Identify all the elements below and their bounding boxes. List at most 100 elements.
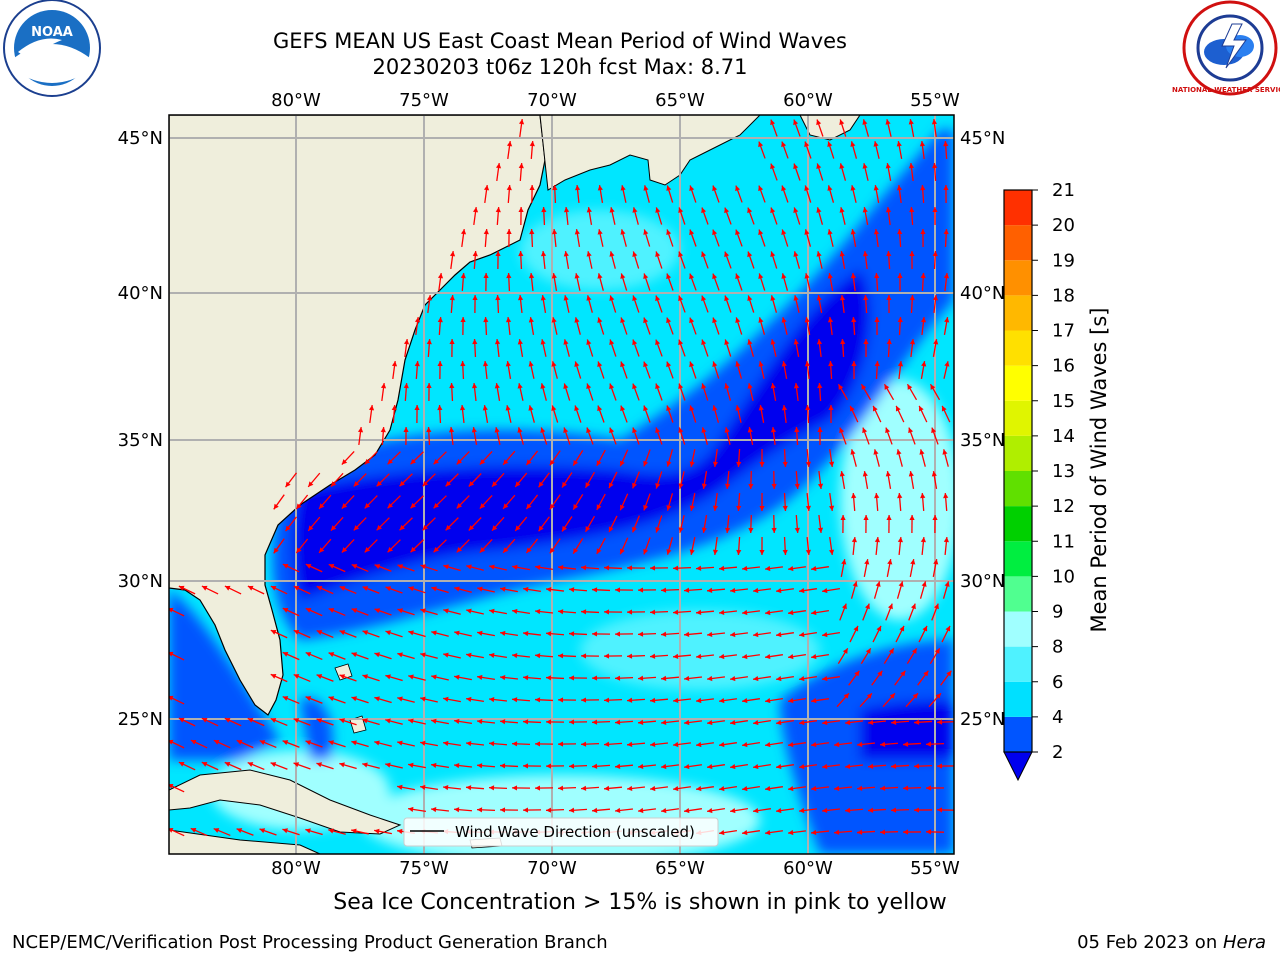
wave-arrow	[517, 427, 524, 445]
wave-arrow	[735, 185, 743, 203]
wave-arrow	[538, 472, 550, 488]
wave-arrow	[525, 494, 539, 510]
wave-arrow	[849, 625, 859, 643]
wave-arrow	[341, 494, 355, 510]
wave-arrow	[374, 608, 392, 616]
wave-arrow	[563, 251, 570, 269]
wave-arrow	[247, 585, 265, 595]
wave-arrow	[514, 472, 528, 488]
wave-arrow	[522, 675, 542, 681]
wave-arrow	[614, 763, 634, 769]
wave-arrow	[863, 559, 870, 577]
wave-arrow	[518, 250, 524, 270]
wave-arrow	[270, 717, 288, 727]
wave-arrow	[909, 514, 915, 534]
wave-arrow	[586, 295, 593, 313]
wave-arrow	[872, 405, 882, 423]
wave-arrow	[608, 515, 618, 533]
wave-arrow	[397, 740, 415, 747]
wave-arrow	[805, 404, 811, 424]
lat-label-right: 40°N	[960, 283, 1005, 304]
wave-arrow	[794, 470, 800, 490]
wave-arrow	[735, 317, 743, 335]
wave-arrow	[863, 294, 869, 314]
wave-arrow	[840, 514, 846, 534]
wave-arrow	[351, 608, 369, 616]
wave-arrow	[551, 317, 558, 335]
wave-arrow	[799, 632, 817, 638]
wave-arrow	[735, 273, 743, 291]
lat-label-left: 25°N	[118, 709, 163, 730]
colorbar-tick-label: 19	[1052, 250, 1075, 271]
date-text: 05 Feb 2023 on	[1077, 932, 1223, 953]
wave-arrow	[827, 141, 835, 159]
wave-arrow	[932, 559, 939, 577]
wave-arrow	[828, 404, 834, 424]
wave-arrow	[817, 382, 823, 402]
wave-arrow	[932, 250, 938, 270]
wave-arrow	[788, 742, 806, 748]
wave-arrow	[770, 163, 778, 181]
wave-arrow	[918, 405, 928, 423]
wave-arrow	[753, 720, 771, 726]
wave-arrow	[596, 449, 606, 467]
wave-arrow	[445, 473, 459, 487]
wave-arrow	[201, 761, 219, 771]
wave-arrow	[609, 207, 616, 225]
wave-arrow	[683, 763, 703, 770]
wave-arrow	[909, 250, 915, 270]
wave-arrow	[551, 273, 558, 291]
wave-arrow	[765, 786, 783, 792]
wave-arrow	[758, 361, 765, 379]
wave-arrow	[431, 762, 449, 768]
wave-arrow	[736, 536, 742, 556]
colorbar-under-arrow	[1003, 751, 1033, 782]
wave-arrow	[833, 741, 853, 748]
colorbar-segment	[1004, 681, 1032, 717]
wave-arrow	[655, 339, 663, 357]
wave-arrow	[528, 272, 535, 292]
wave-arrow	[637, 675, 657, 681]
wave-arrow	[525, 538, 539, 554]
wave-arrow	[637, 763, 657, 770]
colorbar-segment	[1004, 541, 1032, 577]
wave-arrow	[913, 763, 933, 769]
colorbar-label: Mean Period of Wind Waves [s]	[1087, 308, 1111, 633]
wave-arrow	[460, 316, 466, 336]
wave-arrow	[816, 295, 823, 313]
wave-arrow	[448, 426, 455, 446]
wave-arrow	[712, 492, 719, 512]
nws-logo: NATIONAL WEATHER SERVICE	[1172, 0, 1280, 96]
wave-arrow	[453, 807, 473, 813]
lon-label-top: 80°W	[271, 90, 321, 111]
wave-arrow	[856, 785, 876, 791]
wave-arrow	[316, 718, 334, 726]
wave-arrow	[672, 697, 692, 704]
wave-arrow	[851, 316, 857, 336]
wave-arrow	[316, 762, 334, 770]
wave-arrow	[557, 741, 577, 747]
wave-arrow	[403, 382, 409, 402]
wave-arrow	[626, 697, 646, 703]
wave-arrow	[747, 427, 754, 445]
wave-arrow	[775, 587, 795, 594]
wave-arrow	[408, 718, 426, 725]
colorbar-segment	[1004, 260, 1032, 296]
wave-arrow	[787, 785, 807, 792]
wave-arrow	[512, 564, 530, 571]
wave-arrow	[701, 251, 709, 269]
wave-arrow	[816, 119, 824, 137]
wave-arrow	[403, 426, 409, 446]
wave-arrow	[482, 360, 489, 380]
wave-arrow	[169, 651, 185, 661]
wave-arrow	[735, 361, 743, 379]
wave-arrow	[430, 806, 450, 813]
wave-arrow	[689, 493, 696, 511]
wave-arrow	[678, 207, 686, 225]
wave-arrow	[471, 427, 478, 445]
wave-arrow	[932, 206, 938, 226]
wave-arrow	[672, 609, 692, 615]
wave-arrow	[307, 516, 321, 532]
wave-arrow	[460, 272, 466, 292]
wave-arrow	[896, 184, 903, 204]
